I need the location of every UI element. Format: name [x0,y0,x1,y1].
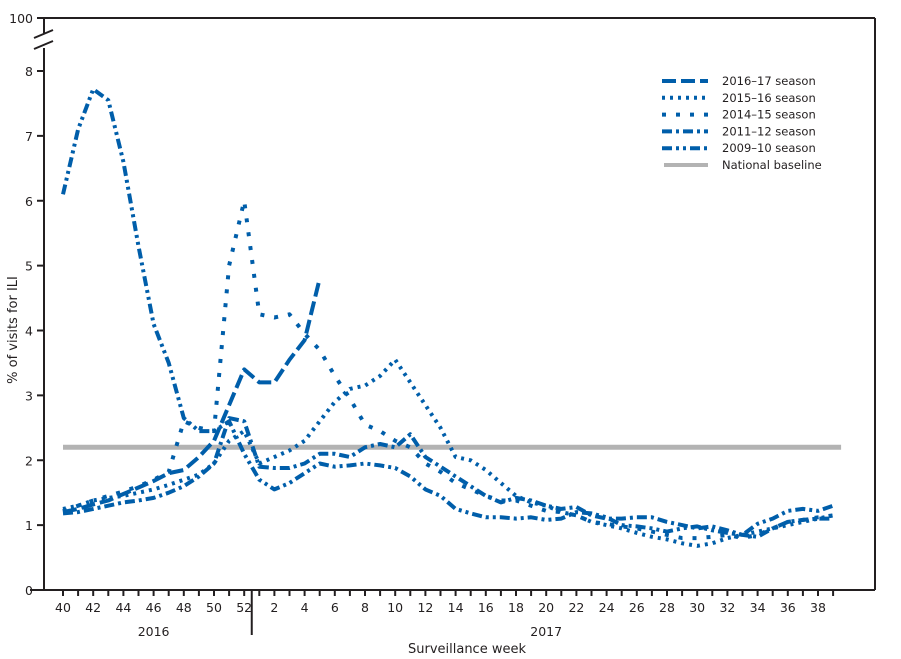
series-2009-10 [61,87,834,537]
y-axis-title: % of visits for ILI [6,276,21,384]
x-tick-label: 36 [780,600,796,615]
x-tick-label: 10 [387,600,403,615]
x-tick-label: 38 [810,600,826,615]
x-tick-label: 22 [568,600,584,615]
x-axis: 40 42 44 46 48 50 52 2 4 6 8 10 12 14 16 18 20 22 24 26 28 30… [55,590,835,639]
series-line-2009-10 [61,87,834,537]
series-2016-17 [62,278,322,515]
x-tick-label: 2 [270,600,278,615]
x-tick-label: 16 [478,600,494,615]
x-tick-label: 48 [176,600,192,615]
x-tick-label: 14 [448,600,464,615]
x-tick-label: 28 [659,600,675,615]
y-tick-label: 3 [25,388,33,403]
series-line-2016-17 [62,278,322,515]
series-line-2011-12 [62,416,834,539]
y-tick-label: 5 [25,259,33,274]
series-line-2015-16 [62,357,834,548]
axis-break-mark [33,40,54,50]
legend-label: 2014–15 season [722,108,816,122]
x-tick-label: 12 [417,600,433,615]
series-2015-16 [62,357,834,548]
y-tick-label: 7 [25,129,33,144]
x-tick-label: 24 [599,600,615,615]
x-tick-label: 4 [301,600,309,615]
y-tick-label: 6 [25,194,33,209]
series-layer [61,87,834,548]
y-axis: 0 1 2 3 4 5 6 7 8 100 [9,11,44,598]
legend: 2016–17 season 2015–16 season 2014–15 seas… [662,74,822,172]
x-tick-label: 32 [719,600,735,615]
y-tick-label: 4 [25,324,33,339]
y-tick-label: 2 [25,453,33,468]
x-tick-label: 30 [689,600,705,615]
legend-label: 2011–12 season [722,124,816,138]
x-tick-label: 18 [508,600,524,615]
year-label: 2017 [530,624,562,639]
legend-label: 2016–17 season [722,74,816,88]
year-label: 2016 [138,624,170,639]
axis-break-mark [33,29,54,39]
legend-label: 2015–16 season [722,91,816,105]
x-tick-label: 40 [55,600,71,615]
x-tick-label: 26 [629,600,645,615]
y-tick-label-break: 100 [9,11,33,26]
plot-frame [30,17,876,591]
x-tick-label: 8 [361,600,369,615]
x-tick-label: 20 [538,600,554,615]
x-tick-label: 50 [206,600,222,615]
series-2011-12 [62,416,834,539]
x-tick-label: 42 [85,600,101,615]
legend-label: 2009–10 season [722,141,816,155]
y-tick-label: 0 [25,583,33,598]
x-tick-label: 46 [146,600,162,615]
x-tick-label: 52 [236,600,252,615]
x-axis-title: Surveillance week [408,642,526,657]
legend-label: National baseline [722,158,822,172]
x-tick-label: 6 [331,600,339,615]
x-tick-label: 44 [115,600,131,615]
y-tick-label: 8 [25,64,33,79]
y-tick-label: 1 [25,518,33,533]
x-tick-label: 34 [750,600,766,615]
